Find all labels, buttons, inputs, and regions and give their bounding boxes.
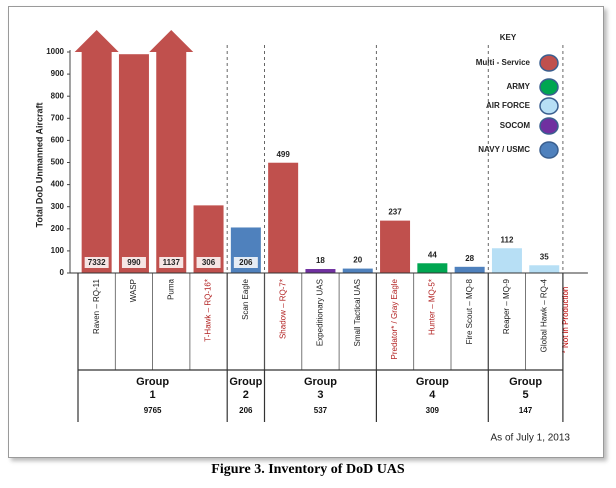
key-label: NAVY / USMC [478,145,530,154]
y-tick-label: 700 [51,113,65,122]
value-label: 35 [540,252,549,261]
group: Group 2 206 [227,376,264,415]
caption: Figure 3. Inventory of DoD UAS [211,462,405,477]
group-name: Group 2 [229,376,263,401]
bar-group [380,220,411,273]
x-tick-label: Shadow – RQ-7* [278,279,287,339]
y-tick-label: 1000 [46,47,64,56]
key-swatch [539,54,559,72]
bar [380,220,411,273]
bar [268,162,299,273]
key-swatch [539,141,559,159]
key-label: Multi - Service [476,58,531,67]
group-total: 309 [425,406,440,415]
bar-group [118,54,149,274]
key-label: AIR FORCE [486,101,531,110]
group-total: 9765 [143,406,162,415]
bar-group [529,265,560,273]
group-name: Group 5 [509,376,543,401]
group: Group 4 309 [376,376,488,415]
x-tick-label: Hunter – MQ-5* [427,279,436,335]
date-note: As of July 1, 2013 [491,433,571,444]
overflow-arrow [74,30,119,52]
y-tick-label: 0 [60,268,65,277]
bar [342,268,373,273]
group-total: 147 [518,406,533,415]
value-label: 499 [276,150,290,159]
y-axis-label: Total DoD Unmanned Aircraft [34,102,44,227]
bar-group [74,30,119,273]
group-total: 206 [239,406,253,415]
value-label-bg [159,257,184,268]
group: Group 1 9765 [78,376,227,415]
y-tick-label: 300 [51,202,65,211]
group-name: Group 3 [303,376,337,401]
value-label: 306 [202,258,216,267]
bar-group [417,263,448,273]
x-tick-label: WASP [129,279,138,302]
y-tick-label: 900 [51,69,65,78]
x-tick-label: Scan Eagle [241,278,250,319]
x-tick-label: Puma [166,278,175,299]
note: * Not in Production [561,287,570,354]
value-label: 206 [239,258,253,267]
bar [491,248,522,273]
group: Group 5 147 [488,376,563,415]
value-label: 28 [465,254,474,263]
bar-group [268,162,299,273]
key-label: ARMY [506,82,530,91]
value-label: 7332 [88,258,106,267]
y-tick-label: 400 [51,180,65,189]
x-tick-label: Reaper – MQ-9 [502,278,511,334]
bar [156,52,187,273]
bar [417,263,448,273]
value-label: 18 [316,256,325,265]
y-tick-label: 200 [51,224,65,233]
bar-group [342,268,373,273]
group-total: 537 [313,406,328,415]
value-label-bg [121,257,146,268]
overflow-arrow [149,30,194,52]
x-tick-label: Global Hawk – RQ-4 [539,278,548,352]
bar-group [149,30,194,273]
value-label-bg [196,257,221,268]
bar [529,265,560,273]
x-tick-label: Fire Scout – MQ-8 [465,278,474,344]
key-title: KEY [500,33,517,42]
value-label-bg [233,257,258,268]
x-tick-label: Predator* / Gray Eagle [390,278,399,359]
value-label: 990 [127,258,141,267]
x-tick-label: T-Hawk – RQ-16* [204,279,213,342]
bar [118,54,149,274]
y-tick-label: 100 [51,246,65,255]
value-label: 237 [388,208,402,217]
key-swatch [539,97,559,115]
group-name: Group 1 [136,376,170,401]
bar [454,266,485,273]
y-tick-label: 500 [51,158,65,167]
value-label: 112 [500,235,513,244]
bar-group [305,269,336,273]
bar [305,269,336,273]
x-tick-label: Expeditionary UAS [316,279,325,346]
value-label: 1137 [163,258,181,267]
group: Group 3 537 [265,376,377,415]
value-label-bg [84,257,109,268]
y-tick-label: 600 [51,136,65,145]
x-tick-label: Small Tactical UAS [353,279,362,346]
group-name: Group 4 [415,376,449,401]
key-swatch [539,78,559,96]
bar-group [454,266,485,273]
key-swatch [539,117,559,135]
value-label: 44 [428,250,437,259]
x-tick-label: Raven – RQ-11 [92,278,101,334]
key-label: SOCOM [500,121,531,130]
y-tick-label: 800 [51,91,65,100]
bar [81,52,112,273]
bar-group [491,248,522,273]
value-label: 20 [353,256,362,265]
